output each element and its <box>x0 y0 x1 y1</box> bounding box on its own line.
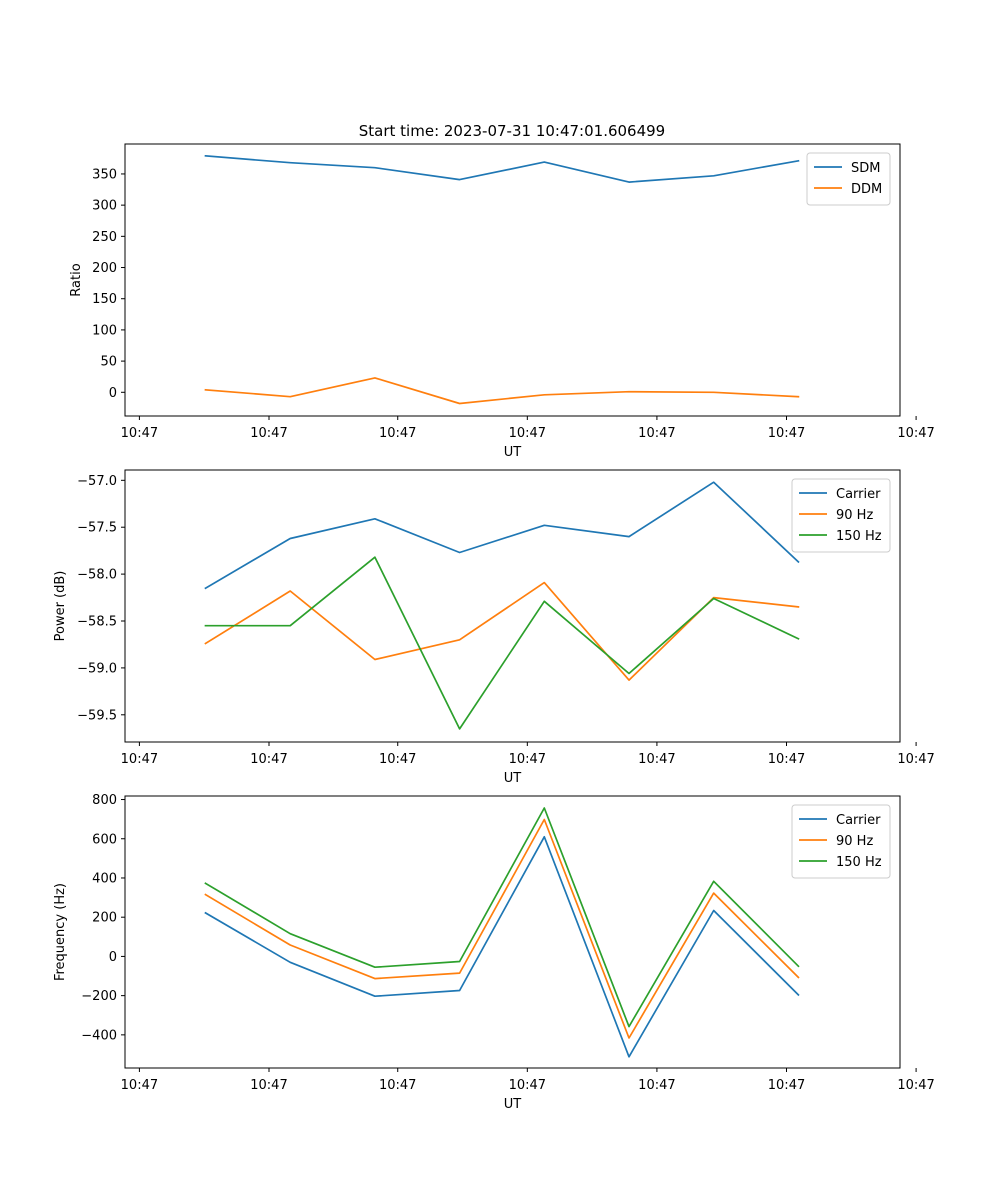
y-tick-label: −58.5 <box>77 615 117 630</box>
y-tick-label: 800 <box>92 793 117 808</box>
y-tick-label: 100 <box>92 323 117 338</box>
legend-label: 150 Hz <box>836 529 882 544</box>
legend-label: Carrier <box>836 487 881 502</box>
x-tick-label: 10:47 <box>250 426 287 441</box>
y-tick-label: −59.5 <box>77 708 117 723</box>
y-tick-label: 300 <box>92 199 117 214</box>
y-tick-label: 400 <box>92 871 117 886</box>
legend: Carrier 90 Hz 150 Hz <box>791 478 891 553</box>
axes-frame <box>124 795 901 1069</box>
y-tick-label: 250 <box>92 230 117 245</box>
x-axis-label: UT <box>504 1097 522 1112</box>
x-tick-label: 10:47 <box>638 752 675 767</box>
legend-label: DDM <box>851 182 882 197</box>
x-tick-label: 10:47 <box>638 1078 675 1093</box>
y-tick-label: 200 <box>92 911 117 926</box>
legend-label: 90 Hz <box>836 834 873 849</box>
legend-box <box>791 478 891 553</box>
series-line-sdm <box>204 154 800 183</box>
x-tick-label: 10:47 <box>768 1078 805 1093</box>
y-tick-label: −57.0 <box>77 474 117 489</box>
y-axis-label: Ratio <box>69 263 84 296</box>
y-axis-label: Power (dB) <box>53 571 68 642</box>
x-tick-label: 10:47 <box>897 752 934 767</box>
figure-title: Start time: 2023-07-31 10:47:01.606499 <box>359 122 665 140</box>
y-tick-label: 600 <box>92 832 117 847</box>
x-tick-label: 10:47 <box>897 426 934 441</box>
series-line-carrier <box>204 835 800 1058</box>
legend-label: SDM <box>851 161 880 176</box>
axes-frame <box>124 143 901 417</box>
x-tick-label: 10:47 <box>379 426 416 441</box>
x-axis-label: UT <box>504 445 522 460</box>
y-tick-label: −57.5 <box>77 521 117 536</box>
x-tick-label: 10:47 <box>121 426 158 441</box>
y-tick-label: −58.0 <box>77 568 117 583</box>
y-tick-label: −400 <box>81 1028 117 1043</box>
y-axis-label: Frequency (Hz) <box>53 883 68 981</box>
y-tick-label: 0 <box>109 950 117 965</box>
x-tick-label: 10:47 <box>638 426 675 441</box>
y-tick-label: 200 <box>92 261 117 276</box>
x-axis-label: UT <box>504 771 522 786</box>
x-tick-label: 10:47 <box>509 426 546 441</box>
x-tick-label: 10:47 <box>509 1078 546 1093</box>
y-tick-label: 50 <box>100 355 117 370</box>
x-tick-label: 10:47 <box>768 426 805 441</box>
x-tick-label: 10:47 <box>509 752 546 767</box>
y-tick-label: −200 <box>81 989 117 1004</box>
chart-panel-2: −59.5 −59.0 −58.5 −58.0 −57.5 −57.0 10:47 10:47… <box>53 469 935 786</box>
x-tick-label: 10:47 <box>250 1078 287 1093</box>
legend-box <box>806 152 891 206</box>
chart-panel-3: −400 −200 0 200 400 600 800 10:47 10:47 10:47 10:4… <box>53 793 935 1112</box>
y-tick-label: 350 <box>92 167 117 182</box>
x-tick-label: 10:47 <box>768 752 805 767</box>
y-tick-label: 0 <box>109 386 117 401</box>
charts: 0 50 100 150 200 250 300 350 10:47 10:47 10:47 10:4… <box>53 143 935 1112</box>
legend: Carrier 90 Hz 150 Hz <box>791 804 891 879</box>
series-line-90-hz <box>204 818 800 1039</box>
legend-box <box>791 804 891 879</box>
series-line-150-hz <box>204 556 800 730</box>
series-line-ddm <box>204 377 800 405</box>
x-tick-label: 10:47 <box>379 1078 416 1093</box>
y-tick-label: −59.0 <box>77 661 117 676</box>
legend: SDM DDM <box>806 152 891 206</box>
axes-frame <box>124 469 901 743</box>
legend-label: 90 Hz <box>836 508 873 523</box>
x-tick-label: 10:47 <box>897 1078 934 1093</box>
x-tick-label: 10:47 <box>121 752 158 767</box>
x-tick-label: 10:47 <box>250 752 287 767</box>
legend-label: Carrier <box>836 813 881 828</box>
chart-panel-1: 0 50 100 150 200 250 300 350 10:47 10:47 10:47 10:4… <box>69 143 935 460</box>
legend-label: 150 Hz <box>836 855 882 870</box>
series-line-150-hz <box>204 807 800 1028</box>
x-tick-label: 10:47 <box>379 752 416 767</box>
series-line-carrier <box>204 481 800 590</box>
y-tick-label: 150 <box>92 292 117 307</box>
x-tick-label: 10:47 <box>121 1078 158 1093</box>
